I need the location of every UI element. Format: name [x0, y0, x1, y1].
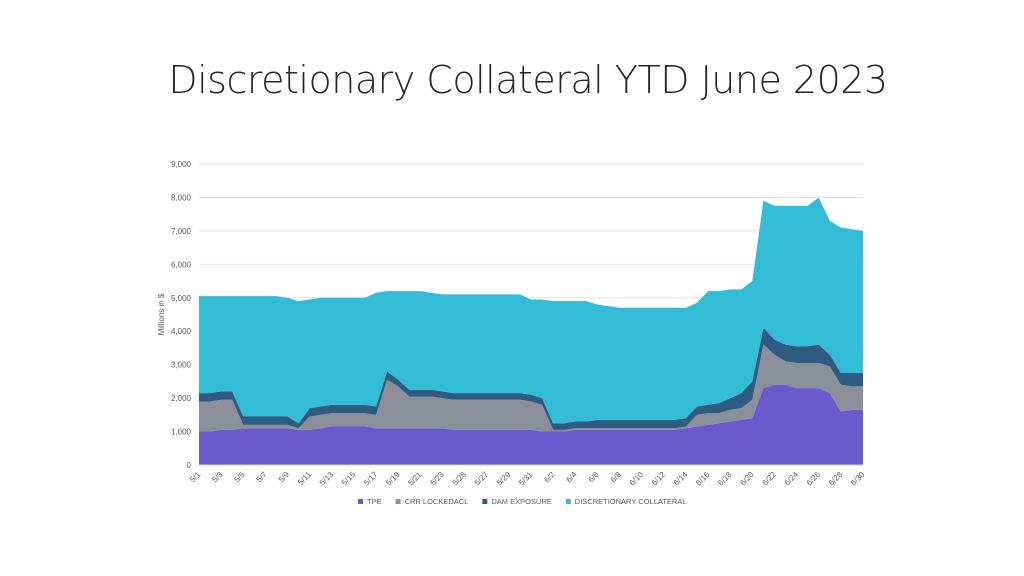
x-tick-label: 6/18	[716, 470, 734, 488]
legend-label: DISCRETIONARY COLLATERAL	[575, 497, 687, 506]
legend-swatch	[565, 499, 571, 504]
x-tick-label: 6/24	[783, 470, 801, 488]
legend-swatch	[395, 499, 401, 504]
area-series-crr-lockedacl	[199, 344, 863, 432]
legend: TPE CRR LOCKEDACL DAM EXPOSURE DISCRETIONAR…	[358, 497, 687, 506]
x-tick-label: 6/30	[849, 470, 867, 488]
x-tick-label: 5/15	[340, 470, 358, 488]
legend-label: DAM EXPOSURE	[491, 497, 551, 506]
y-tick-label: 5,000	[171, 294, 192, 303]
slide-title: Discretionary Collateral YTD June 2023	[168, 58, 888, 102]
y-tick-label: 4,000	[171, 327, 192, 336]
y-tick-label: 1,000	[171, 428, 192, 437]
y-tick-label: 8,000	[171, 193, 192, 202]
x-tick-label: 5/29	[495, 470, 513, 488]
x-tick-label: 5/1	[188, 470, 203, 485]
area-series-group	[199, 197, 863, 465]
x-tick-label: 6/20	[738, 470, 756, 488]
area-series-tpe	[199, 384, 863, 465]
x-tick-label: 5/19	[384, 470, 402, 488]
x-axis-tick-labels: 5/1 5/3 5/5 5/7 5/9 5/11 5/13 5/15 5/17 5/19 5/21 5…	[188, 470, 867, 488]
x-tick-label: 5/31	[517, 470, 535, 488]
y-tick-label: 6,000	[171, 260, 192, 269]
area-series-dam-exposure	[199, 327, 863, 430]
y-axis-title: Millions in $	[157, 293, 166, 335]
y-tick-label: 9,000	[171, 160, 192, 169]
x-tick-label: 5/25	[451, 470, 469, 488]
x-tick-label: 6/12	[650, 470, 668, 488]
area-series-discretionary-collateral	[199, 197, 863, 424]
x-tick-label: 5/7	[255, 470, 270, 485]
legend-swatch	[482, 499, 488, 504]
legend-label: TPE	[367, 497, 382, 506]
x-tick-label: 6/8	[609, 470, 624, 485]
x-tick-label: 5/21	[406, 470, 424, 488]
x-tick-label: 5/27	[473, 470, 491, 488]
x-tick-label: 6/14	[672, 470, 690, 488]
x-tick-label: 5/9	[277, 470, 292, 485]
y-tick-label: 3,000	[171, 361, 192, 370]
x-tick-label: 6/6	[587, 470, 602, 485]
x-tick-label: 6/4	[564, 470, 579, 485]
y-axis-tick-labels: 0 1,000 2,000 3,000 4,000 5,000 6,000 7,000 8,00…	[171, 160, 192, 470]
x-tick-label: 6/16	[694, 470, 712, 488]
x-tick-label: 6/10	[628, 470, 646, 488]
y-tick-label: 7,000	[171, 227, 192, 236]
x-tick-label: 6/22	[761, 470, 779, 488]
x-tick-label: 5/11	[296, 470, 313, 487]
x-tick-label: 6/2	[542, 470, 557, 485]
x-tick-label: 5/13	[318, 470, 336, 488]
y-tick-label: 0	[187, 461, 192, 470]
x-tick-label: 6/28	[827, 470, 845, 488]
legend-swatch	[358, 499, 363, 504]
y-tick-label: 2,000	[171, 394, 192, 403]
x-tick-label: 5/5	[232, 470, 247, 485]
x-tick-label: 5/17	[362, 470, 380, 488]
legend-label: CRR LOCKEDACL	[405, 497, 469, 506]
x-tick-label: 5/3	[210, 470, 225, 485]
x-tick-label: 5/23	[429, 470, 447, 488]
x-tick-label: 6/26	[805, 470, 823, 488]
